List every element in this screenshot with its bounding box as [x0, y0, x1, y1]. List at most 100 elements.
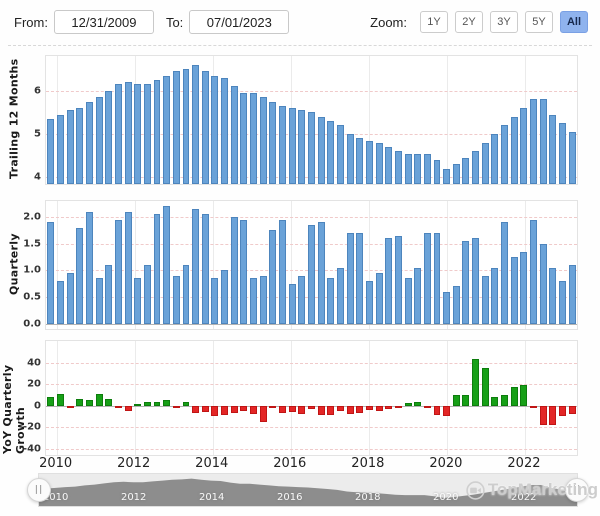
bar[interactable]	[559, 123, 566, 184]
bar[interactable]	[336, 125, 344, 184]
bar[interactable]	[501, 222, 509, 324]
bar[interactable]	[240, 92, 248, 184]
from-date-input[interactable]	[53, 10, 154, 34]
bar[interactable]	[462, 157, 470, 184]
bar[interactable]	[520, 251, 528, 324]
bar[interactable]	[346, 134, 354, 184]
bar[interactable]	[95, 393, 103, 406]
bar[interactable]	[143, 402, 151, 406]
bar[interactable]	[491, 134, 499, 184]
bar[interactable]	[269, 101, 277, 184]
bar[interactable]	[57, 281, 64, 324]
bar[interactable]	[105, 90, 113, 184]
bar[interactable]	[520, 385, 528, 406]
bar[interactable]	[539, 99, 547, 184]
bar[interactable]	[530, 405, 538, 408]
navigator-scrollbar[interactable]: 2010 2012 2014 2016 2018 2020 2022 || ||	[27, 473, 589, 507]
bar[interactable]	[230, 217, 238, 324]
bar[interactable]	[76, 108, 84, 184]
bar[interactable]	[172, 71, 180, 184]
bar[interactable]	[433, 233, 441, 324]
bar[interactable]	[95, 97, 103, 184]
bar[interactable]	[288, 108, 296, 184]
bar[interactable]	[462, 394, 470, 406]
bar[interactable]	[230, 86, 238, 184]
bar[interactable]	[221, 270, 229, 324]
bar[interactable]	[259, 275, 267, 324]
bar[interactable]	[365, 405, 373, 410]
bar[interactable]	[201, 71, 209, 184]
bar[interactable]	[317, 222, 325, 324]
bar[interactable]	[481, 275, 489, 324]
zoom-all-button[interactable]: All	[560, 11, 588, 33]
bar[interactable]	[298, 110, 306, 184]
bar[interactable]	[66, 405, 74, 408]
bar[interactable]	[549, 114, 557, 184]
bar[interactable]	[163, 75, 171, 184]
bar[interactable]	[346, 233, 354, 324]
bar[interactable]	[47, 396, 55, 406]
bar[interactable]	[124, 211, 132, 324]
bar[interactable]	[230, 405, 238, 414]
bar[interactable]	[530, 219, 538, 324]
bar[interactable]	[114, 84, 122, 184]
bar[interactable]	[327, 405, 335, 416]
bar[interactable]	[269, 405, 277, 408]
bar[interactable]	[221, 405, 229, 416]
bar[interactable]	[47, 118, 55, 184]
bar[interactable]	[134, 403, 142, 406]
bar[interactable]	[356, 233, 364, 324]
bar[interactable]	[134, 278, 142, 324]
bar[interactable]	[259, 405, 267, 422]
bar[interactable]	[182, 402, 190, 406]
bar[interactable]	[308, 112, 315, 184]
bar[interactable]	[134, 84, 142, 184]
bar[interactable]	[85, 211, 93, 324]
bar[interactable]	[279, 105, 286, 184]
bar[interactable]	[365, 281, 373, 324]
bar[interactable]	[85, 400, 93, 406]
bar[interactable]	[539, 243, 547, 324]
bar[interactable]	[250, 405, 258, 415]
bar[interactable]	[549, 267, 557, 324]
bar[interactable]	[443, 168, 451, 184]
bar[interactable]	[375, 273, 383, 324]
bar[interactable]	[404, 278, 412, 324]
bar[interactable]	[336, 267, 344, 324]
bar[interactable]	[105, 399, 113, 406]
bar[interactable]	[95, 278, 103, 324]
bar[interactable]	[221, 77, 229, 184]
bar[interactable]	[211, 75, 219, 184]
bar[interactable]	[520, 108, 528, 184]
zoom-1y-button[interactable]: 1Y	[420, 11, 448, 33]
bar[interactable]	[66, 273, 74, 324]
bar[interactable]	[385, 405, 393, 409]
bar[interactable]	[182, 69, 190, 184]
bar[interactable]	[201, 214, 209, 324]
bar[interactable]	[443, 405, 451, 417]
bar[interactable]	[404, 403, 412, 406]
bar[interactable]	[308, 225, 315, 324]
bar[interactable]	[472, 238, 480, 324]
bar[interactable]	[568, 131, 576, 184]
bar[interactable]	[559, 281, 566, 324]
bar[interactable]	[76, 227, 84, 324]
bar[interactable]	[279, 219, 286, 324]
bar[interactable]	[240, 405, 248, 411]
zoom-3y-button[interactable]: 3Y	[490, 11, 518, 33]
bar[interactable]	[423, 153, 431, 184]
bar[interactable]	[317, 116, 325, 184]
zoom-2y-button[interactable]: 2Y	[455, 11, 483, 33]
bar[interactable]	[76, 399, 84, 406]
bar[interactable]	[143, 84, 151, 184]
bar[interactable]	[288, 405, 296, 412]
bar[interactable]	[433, 405, 441, 416]
bar[interactable]	[57, 114, 64, 184]
bar[interactable]	[510, 116, 518, 184]
navigator-handle-left[interactable]: ||	[27, 478, 51, 502]
bar[interactable]	[211, 405, 219, 417]
bar[interactable]	[385, 238, 393, 324]
bar[interactable]	[163, 206, 171, 324]
bar[interactable]	[452, 286, 460, 324]
bar[interactable]	[57, 393, 64, 406]
